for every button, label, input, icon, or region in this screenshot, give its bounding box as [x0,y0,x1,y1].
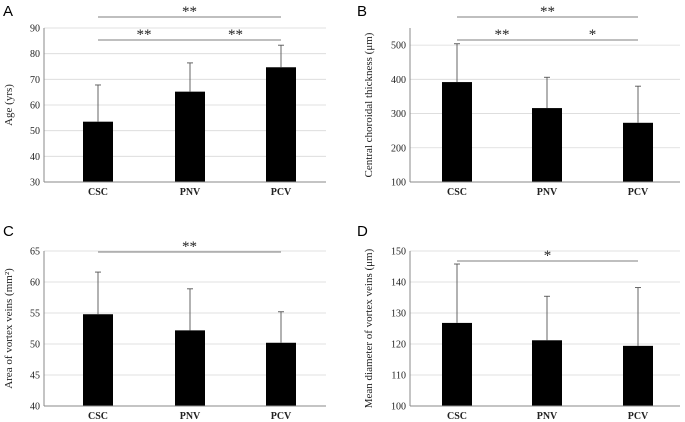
x-category-label: PNV [180,411,201,422]
bar-pcv [266,67,296,182]
y-tick-label: 60 [30,101,40,112]
panel-c-plot: 40 45 50 55 60 65 CSC PNV PCV Area of vortex vein… [3,239,326,422]
bar-pnv [175,330,205,406]
panel-c: C 40 45 50 55 60 65 CSC PNV PCV Area of vortex ve… [3,223,326,422]
y-tick-label: 65 [30,247,40,258]
bar-csc [83,121,113,182]
significance-label: ** [182,239,197,255]
significance-label: ** [495,27,510,43]
y-tick-label: 100 [391,178,406,189]
significance-label: * [544,248,552,264]
y-tick-label: 90 [30,24,40,35]
y-tick-label: 60 [30,278,40,289]
y-tick-label: 45 [30,371,40,382]
x-category-label: PNV [537,187,558,198]
panel-a: A 30 40 50 60 70 80 90 CSC PNV PCV Age (yrs) ** ** ** [3,3,326,198]
y-axis-title: Area of vortex veins (mm²) [3,268,15,389]
significance-label: ** [182,4,197,20]
bar-csc [442,322,472,406]
y-tick-label: 40 [30,402,40,413]
y-tick-label: 200 [391,143,406,154]
x-category-label: CSC [447,411,467,422]
y-axis-title: Central choroidal thickness (μm) [363,32,375,177]
x-category-label: PCV [628,187,649,198]
x-category-label: PCV [628,411,649,422]
y-tick-label: 110 [391,371,406,382]
y-tick-label: 120 [391,340,406,351]
x-category-label: PCV [271,411,292,422]
x-category-label: CSC [88,411,108,422]
panel-d: D 100 110 120 130 140 150 CSC PNV PCV Mean diamet… [357,223,680,422]
y-tick-label: 400 [391,75,406,86]
y-tick-label: 130 [391,309,406,320]
y-tick-label: 30 [30,178,40,189]
y-tick-label: 50 [30,340,40,351]
significance-label: ** [540,4,555,20]
panel-b-plot: 100 200 300 400 500 CSC PNV PCV Central choroida… [363,4,680,198]
significance-label: ** [137,27,152,43]
x-category-label: PCV [271,187,292,198]
panel-a-letter: A [3,3,13,20]
y-tick-label: 55 [30,309,40,320]
significance-label: * [589,27,597,43]
y-tick-label: 80 [30,49,40,60]
y-tick-label: 100 [391,402,406,413]
bar-csc [83,314,113,406]
y-tick-label: 140 [391,278,406,289]
x-category-label: CSC [88,187,108,198]
panel-d-plot: 100 110 120 130 140 150 CSC PNV PCV Mean diameter… [363,247,680,422]
panel-b: B 100 200 300 400 500 CSC PNV PCV Central choroi… [357,3,680,198]
x-category-label: PNV [180,187,201,198]
y-tick-label: 300 [391,109,406,120]
bar-csc [442,82,472,182]
significance-label: ** [228,27,243,43]
panel-d-letter: D [357,223,368,240]
bar-pnv [175,91,205,182]
y-tick-label: 500 [391,41,406,52]
bar-pnv [532,340,562,406]
y-axis-title: Mean diameter of vortex veins (μm) [363,248,375,408]
panel-b-letter: B [357,3,367,20]
x-category-label: CSC [447,187,467,198]
bar-pcv [623,122,653,182]
x-category-label: PNV [537,411,558,422]
panel-a-plot: 30 40 50 60 70 80 90 CSC PNV PCV Age (yrs) ** ** ** [3,4,326,198]
y-tick-label: 50 [30,126,40,137]
y-tick-label: 40 [30,152,40,163]
panel-c-letter: C [3,223,14,240]
y-axis-title: Age (yrs) [3,84,15,126]
y-tick-label: 150 [391,247,406,258]
bar-pcv [266,342,296,406]
y-tick-label: 70 [30,75,40,86]
bar-pnv [532,108,562,182]
bar-pcv [623,345,653,406]
